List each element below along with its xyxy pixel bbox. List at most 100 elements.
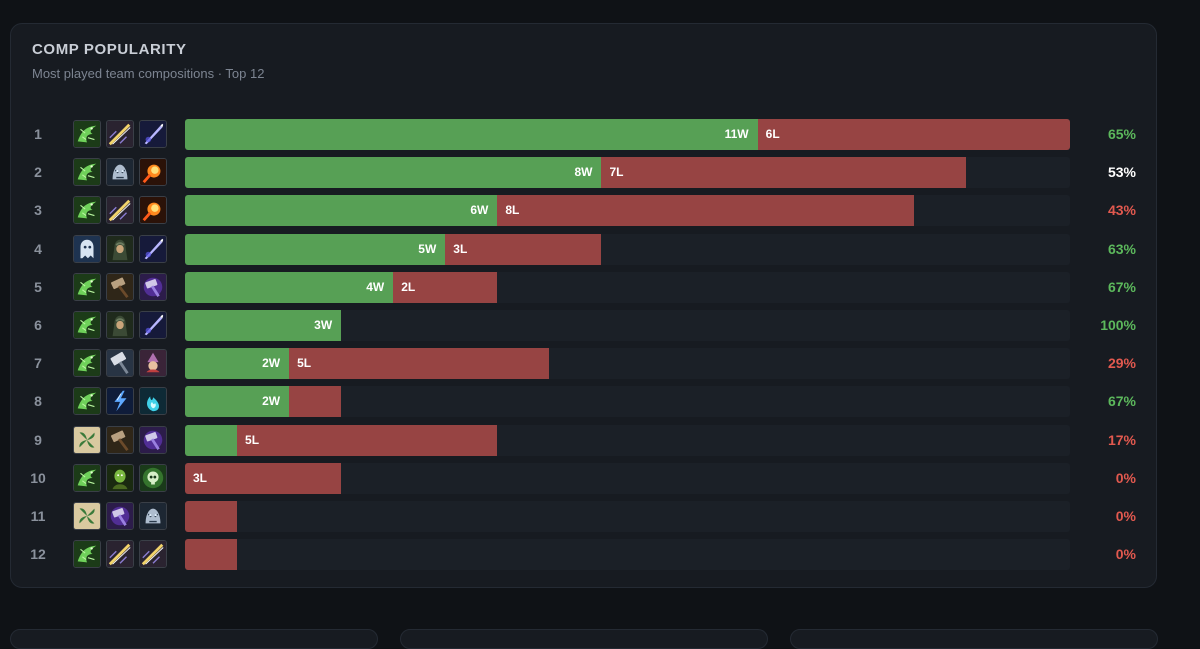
next-card: [400, 629, 768, 649]
win-rate-label: 100%: [1100, 317, 1136, 333]
arcane-hammer-icon: [139, 272, 167, 301]
dragon-icon: [73, 387, 101, 416]
comp-row[interactable]: 5 4W 2L 67%: [11, 271, 1156, 303]
dragon-icon: [73, 540, 101, 569]
comp-row[interactable]: 2 8W 7L 53%: [11, 157, 1156, 189]
golden-spear-icon: [106, 540, 134, 569]
golden-spear-icon: [106, 120, 134, 148]
leaf-icon: [73, 502, 101, 530]
fireball-icon: [139, 196, 167, 225]
next-card: [10, 629, 378, 649]
win-count-label: 8W: [574, 165, 593, 180]
dragon-icon: [73, 196, 101, 225]
win-count-label: 2W: [262, 356, 281, 371]
rank-label: 1: [34, 126, 42, 142]
loss-count-label: 5L: [297, 356, 312, 371]
mage-icon: [139, 349, 167, 378]
next-card: [790, 629, 1158, 649]
loss-bar: [185, 501, 238, 532]
comp-row[interactable]: 1 11W 6L 65%: [11, 119, 1156, 150]
dragon-icon: [73, 158, 101, 187]
bar-track: 4W 2L: [185, 271, 1070, 303]
loss-count-label: 2L: [401, 279, 416, 294]
violet-blade-icon: [139, 120, 167, 148]
rank-label: 8: [34, 393, 42, 410]
loss-count-label: 5L: [245, 432, 260, 447]
loss-bar: 5L: [237, 424, 498, 456]
rank-label: 4: [34, 240, 42, 257]
comp-row[interactable]: 7 2W 5L 29%: [11, 348, 1156, 380]
win-bar: 3W: [185, 310, 342, 341]
rank-label: 12: [30, 546, 46, 563]
dragon-icon: [73, 120, 101, 148]
arcane-hammer-icon: [106, 502, 134, 530]
rank-label: 11: [30, 508, 46, 524]
golden-spear-icon: [106, 196, 134, 225]
hooded-figure-icon: [106, 311, 134, 339]
win-count-label: 6W: [470, 203, 489, 218]
silver-hammer-icon: [106, 349, 134, 378]
frost-beast-icon: [106, 158, 134, 187]
win-rate-label: 67%: [1107, 393, 1136, 410]
win-count-label: 11W: [724, 127, 749, 141]
comp-row[interactable]: 10 3L 0%: [11, 462, 1156, 494]
win-bar: [185, 424, 238, 456]
comp-row[interactable]: 11 0%: [11, 501, 1156, 532]
loss-count-label: 7L: [609, 165, 624, 180]
win-rate-label: 29%: [1107, 355, 1136, 372]
skull-icon: [139, 463, 167, 492]
dragon-icon: [73, 311, 101, 339]
dragon-icon: [73, 272, 101, 301]
rank-label: 2: [34, 164, 42, 181]
comp-popularity-panel: COMP POPULARITY Most played team composi…: [10, 23, 1157, 588]
bar-track: 5W 3L: [185, 233, 1070, 265]
bar-track: 8W 7L: [185, 157, 1070, 189]
win-bar: 2W: [185, 348, 290, 380]
dragon-icon: [73, 463, 101, 492]
win-count-label: 4W: [366, 279, 385, 294]
lightning-icon: [106, 387, 134, 416]
loss-bar: 6L: [757, 119, 1070, 150]
hooded-figure-icon: [106, 234, 134, 263]
green-warrior-icon: [106, 463, 134, 492]
loss-bar: [289, 386, 342, 418]
dragon-icon: [73, 349, 101, 378]
bar-track: [185, 539, 1070, 571]
win-count-label: 5W: [418, 241, 437, 256]
win-rate-label: 43%: [1107, 202, 1136, 219]
win-rate-label: 17%: [1107, 431, 1136, 448]
comp-row[interactable]: 8 2W 67%: [11, 386, 1156, 418]
panel-subtitle: Most played team compositions · Top 12: [32, 66, 265, 81]
leaf-icon: [73, 425, 101, 454]
bar-track: 6W 8L: [185, 195, 1070, 227]
comp-row[interactable]: 9 5L 17%: [11, 424, 1156, 456]
loss-bar: [185, 539, 238, 571]
bar-track: 3W: [185, 310, 1070, 341]
comp-row[interactable]: 6 3W 100%: [11, 310, 1156, 341]
win-rate-label: 63%: [1107, 240, 1136, 257]
bar-track: 2W: [185, 386, 1070, 418]
rank-label: 6: [34, 317, 42, 333]
win-rate-label: 67%: [1107, 278, 1136, 295]
bar-track: [185, 501, 1070, 532]
frost-beast-icon: [139, 502, 167, 530]
violet-blade-icon: [139, 234, 167, 263]
loss-bar: 3L: [445, 233, 602, 265]
comp-row[interactable]: 3 6W 8L 43%: [11, 195, 1156, 227]
win-bar: 6W: [185, 195, 498, 227]
comp-row[interactable]: 4 5W 3L 63%: [11, 233, 1156, 265]
loss-bar: 8L: [497, 195, 914, 227]
win-count-label: 2W: [262, 394, 281, 409]
loss-bar: 5L: [289, 348, 550, 380]
loss-count-label: 3L: [193, 470, 208, 485]
bar-track: 5L: [185, 424, 1070, 456]
win-bar: 4W: [185, 271, 394, 303]
loss-bar: 2L: [393, 271, 498, 303]
loss-count-label: 8L: [505, 203, 520, 218]
comp-row[interactable]: 12 0%: [11, 539, 1156, 571]
win-rate-label: 0%: [1115, 546, 1136, 563]
win-bar: 11W: [185, 119, 758, 150]
loss-bar: 7L: [601, 157, 966, 189]
panel-title: COMP POPULARITY: [32, 41, 187, 58]
rank-label: 3: [34, 202, 42, 219]
